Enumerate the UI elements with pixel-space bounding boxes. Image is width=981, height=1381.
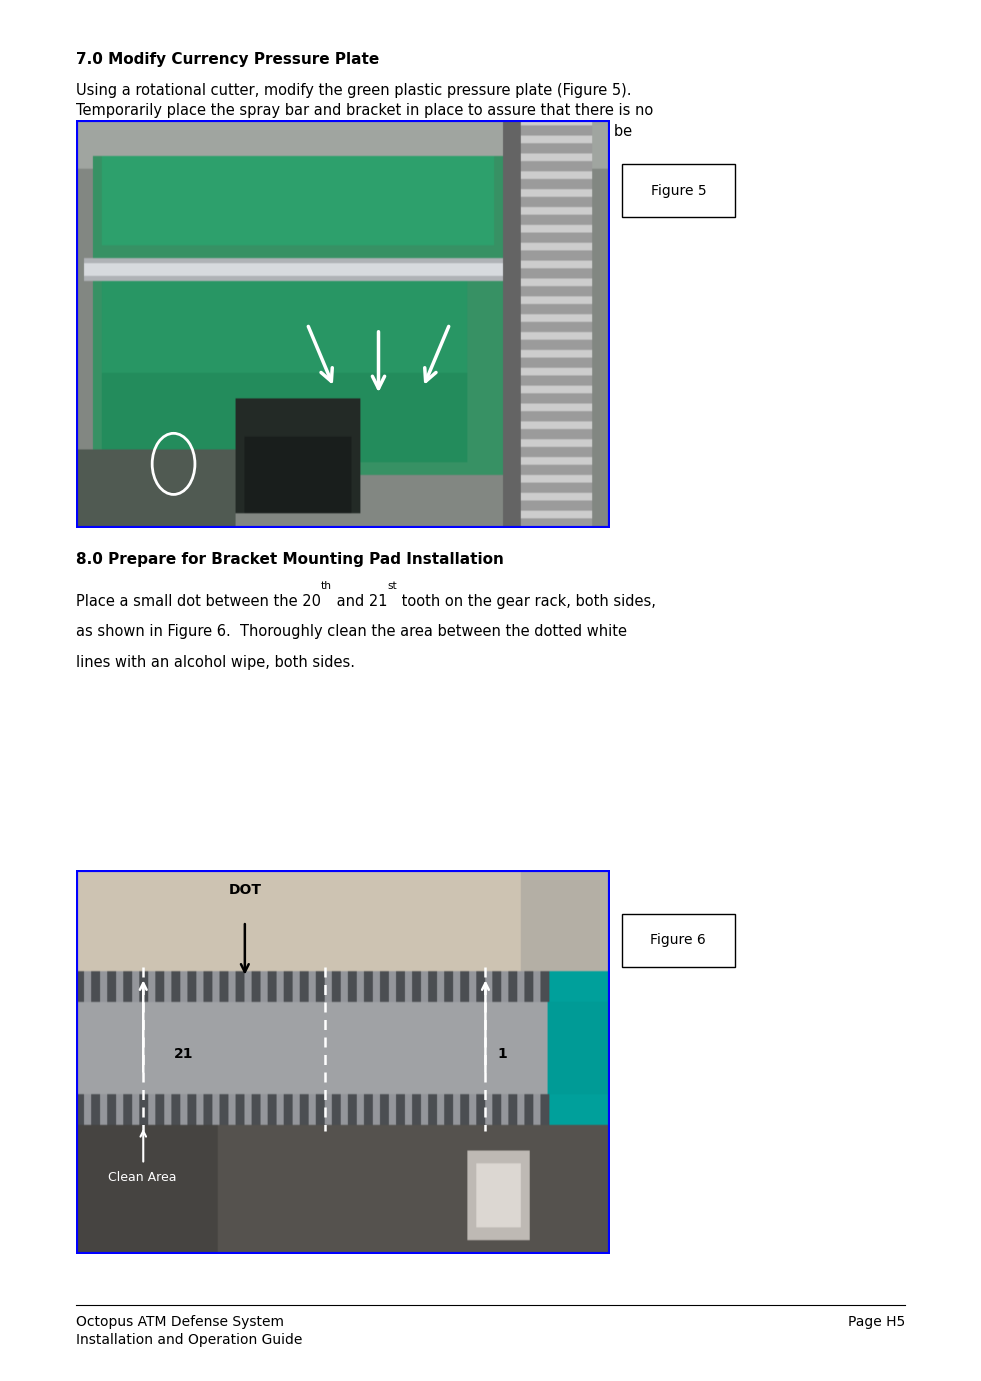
Text: tooth on the gear rack, both sides,: tooth on the gear rack, both sides, [396,594,655,609]
Text: Place a small dot between the 20: Place a small dot between the 20 [76,594,321,609]
Text: 8.0 Prepare for Bracket Mounting Pad Installation: 8.0 Prepare for Bracket Mounting Pad Ins… [76,552,503,568]
Text: 21: 21 [174,1047,193,1062]
Text: as shown in Figure 6.  Thoroughly clean the area between the dotted white: as shown in Figure 6. Thoroughly clean t… [76,624,627,639]
FancyBboxPatch shape [622,914,735,967]
Text: th: th [321,581,332,591]
Text: lines with an alcohol wipe, both sides.: lines with an alcohol wipe, both sides. [76,655,354,670]
Text: and 21: and 21 [332,594,387,609]
Text: 1: 1 [498,1047,507,1062]
Text: Clean Area: Clean Area [108,1171,177,1184]
Text: DOT: DOT [229,882,261,896]
Text: Octopus ATM Defense System
Installation and Operation Guide: Octopus ATM Defense System Installation … [76,1315,302,1346]
FancyBboxPatch shape [622,164,735,217]
Text: Figure 5: Figure 5 [650,184,706,197]
Text: Using a rotational cutter, modify the green plastic pressure plate (Figure 5).
T: Using a rotational cutter, modify the gr… [76,83,652,159]
Text: Page H5: Page H5 [849,1315,905,1329]
Text: 7.0 Modify Currency Pressure Plate: 7.0 Modify Currency Pressure Plate [76,52,379,68]
Text: st: st [387,581,396,591]
Text: Figure 6: Figure 6 [650,934,706,947]
